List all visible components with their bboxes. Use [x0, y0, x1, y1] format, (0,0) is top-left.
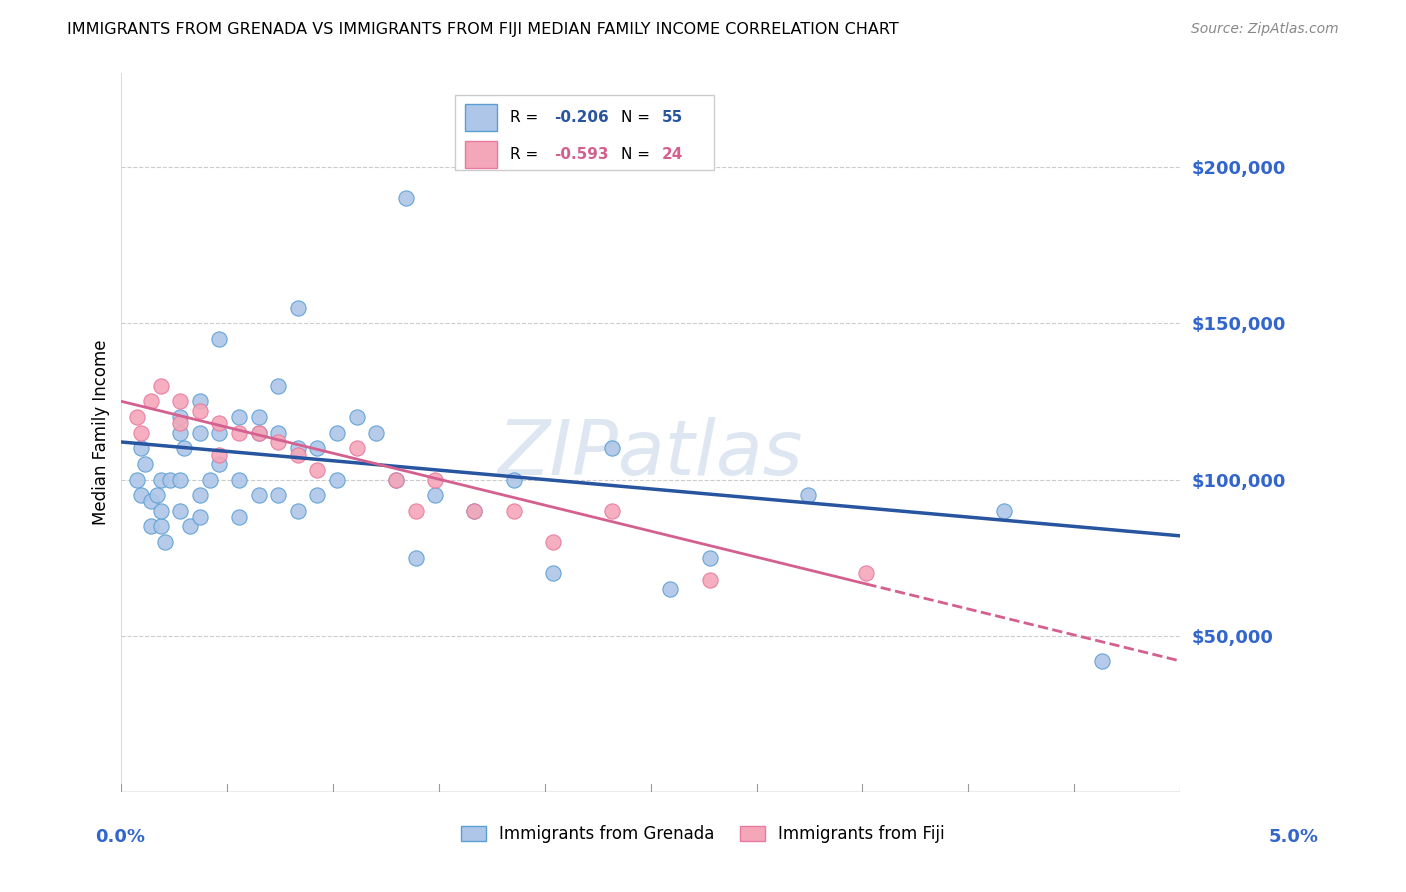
Point: [169, 473, 191, 487]
Point: [208, 425, 231, 440]
Point: [659, 582, 682, 596]
Point: [502, 473, 524, 487]
Point: [405, 504, 427, 518]
Point: [796, 488, 818, 502]
Point: [463, 504, 485, 518]
Point: [208, 332, 231, 346]
Point: [287, 448, 309, 462]
Point: [127, 409, 149, 424]
Point: [149, 378, 172, 392]
FancyBboxPatch shape: [465, 103, 498, 131]
Point: [267, 378, 290, 392]
Point: [366, 425, 388, 440]
Point: [169, 416, 191, 430]
Point: [287, 442, 309, 456]
Point: [149, 519, 172, 533]
Point: [699, 550, 721, 565]
Point: [228, 425, 250, 440]
Point: [699, 573, 721, 587]
Text: Source: ZipAtlas.com: Source: ZipAtlas.com: [1191, 22, 1339, 37]
Point: [208, 448, 231, 462]
Point: [188, 394, 211, 409]
Point: [395, 191, 418, 205]
Point: [198, 473, 221, 487]
Point: [149, 504, 172, 518]
Y-axis label: Median Family Income: Median Family Income: [93, 340, 110, 525]
Point: [247, 425, 270, 440]
Point: [463, 504, 485, 518]
Point: [346, 409, 368, 424]
Point: [134, 457, 156, 471]
Point: [247, 425, 270, 440]
Point: [129, 488, 152, 502]
Point: [188, 488, 211, 502]
Point: [208, 416, 231, 430]
Legend: Immigrants from Grenada, Immigrants from Fiji: Immigrants from Grenada, Immigrants from…: [454, 819, 952, 850]
Point: [423, 473, 446, 487]
Point: [307, 463, 329, 477]
Text: 0.0%: 0.0%: [96, 828, 146, 846]
Point: [228, 409, 250, 424]
Point: [208, 457, 231, 471]
Text: -0.593: -0.593: [554, 147, 609, 161]
Text: 5.0%: 5.0%: [1268, 828, 1319, 846]
Point: [129, 442, 152, 456]
Point: [287, 504, 309, 518]
Point: [600, 504, 623, 518]
Point: [502, 504, 524, 518]
Point: [228, 510, 250, 524]
Point: [139, 394, 162, 409]
Point: [423, 488, 446, 502]
Point: [149, 473, 172, 487]
Text: N =: N =: [621, 147, 655, 161]
Point: [405, 550, 427, 565]
Point: [267, 488, 290, 502]
Text: R =: R =: [510, 110, 543, 125]
Point: [179, 519, 201, 533]
Point: [247, 409, 270, 424]
Point: [228, 473, 250, 487]
FancyBboxPatch shape: [456, 95, 714, 170]
Point: [385, 473, 408, 487]
Point: [247, 488, 270, 502]
Point: [159, 473, 181, 487]
Point: [169, 409, 191, 424]
Text: IMMIGRANTS FROM GRENADA VS IMMIGRANTS FROM FIJI MEDIAN FAMILY INCOME CORRELATION: IMMIGRANTS FROM GRENADA VS IMMIGRANTS FR…: [67, 22, 900, 37]
Text: -0.206: -0.206: [554, 110, 609, 125]
Point: [287, 301, 309, 315]
Point: [127, 473, 149, 487]
Point: [173, 442, 195, 456]
Point: [326, 473, 349, 487]
Point: [267, 425, 290, 440]
Point: [1091, 654, 1114, 668]
Point: [188, 425, 211, 440]
FancyBboxPatch shape: [465, 141, 498, 168]
Point: [993, 504, 1015, 518]
Point: [139, 494, 162, 508]
Point: [188, 510, 211, 524]
Point: [169, 504, 191, 518]
Point: [145, 488, 167, 502]
Point: [855, 566, 877, 581]
Text: R =: R =: [510, 147, 543, 161]
Point: [541, 566, 564, 581]
Point: [326, 425, 349, 440]
Point: [169, 425, 191, 440]
Text: 24: 24: [661, 147, 683, 161]
Point: [307, 488, 329, 502]
Text: N =: N =: [621, 110, 655, 125]
Point: [346, 442, 368, 456]
Point: [267, 435, 290, 450]
Point: [600, 442, 623, 456]
Point: [169, 394, 191, 409]
Point: [307, 442, 329, 456]
Point: [385, 473, 408, 487]
Text: 55: 55: [661, 110, 682, 125]
Point: [541, 535, 564, 549]
Point: [139, 519, 162, 533]
Point: [188, 403, 211, 417]
Point: [153, 535, 176, 549]
Point: [129, 425, 152, 440]
Text: ZIPatlas: ZIPatlas: [498, 417, 803, 491]
